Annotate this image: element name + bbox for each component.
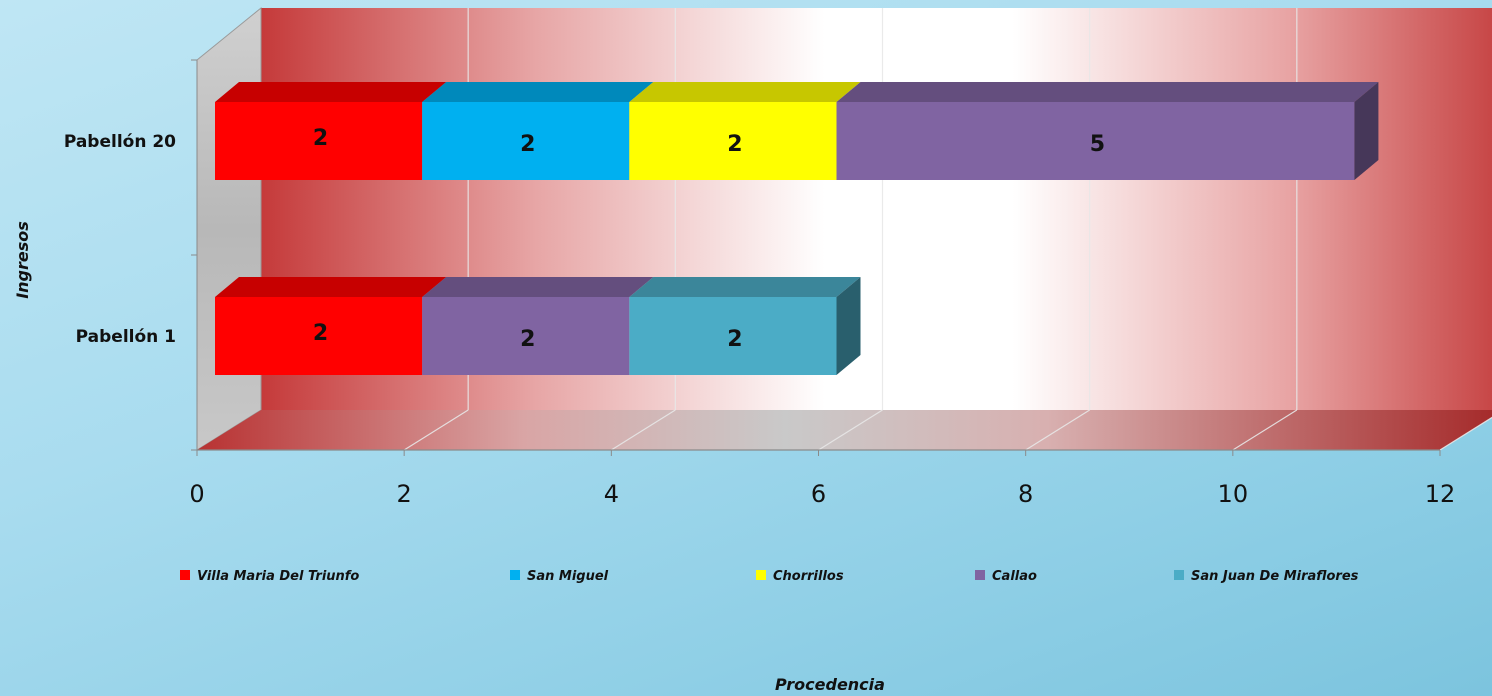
bar-top: [629, 82, 861, 102]
x-tick-label: 4: [604, 480, 619, 508]
bar-top: [215, 277, 447, 297]
legend-label: San Juan De Miraflores: [1191, 569, 1359, 584]
bar-segment: [215, 297, 423, 375]
legend-swatch: [180, 570, 190, 580]
bar-segment: [836, 102, 1355, 180]
bar-top: [836, 82, 1379, 102]
x-tick-label: 8: [1018, 480, 1033, 508]
legend-label: San Miguel: [527, 569, 609, 584]
bar-side: [1354, 82, 1379, 180]
category-label: Pabellón 20: [64, 132, 176, 152]
legend-item: Villa Maria Del Triunfo: [180, 569, 359, 584]
legend-item: Chorrillos: [756, 569, 844, 584]
plot-area: 0 2 4 6 8 10 12 Pabellón 1 Pabellón 20 2 2 2 2 2 2 5 Ing…: [13, 6, 1492, 694]
legend-item: Callao: [975, 569, 1037, 584]
floor: [197, 410, 1492, 450]
x-tick-label: 0: [189, 480, 204, 508]
legend-label: Chorrillos: [773, 569, 844, 584]
gridline-floor: [1232, 409, 1298, 451]
legend-swatch: [756, 570, 766, 580]
gridline-floor: [403, 409, 469, 451]
x-tick-label: 10: [1218, 480, 1249, 508]
bar-top: [629, 277, 861, 297]
legend-label: Villa Maria Del Triunfo: [197, 569, 359, 584]
data-label: 2: [727, 327, 742, 352]
legend-item: San Juan De Miraflores: [1174, 569, 1359, 584]
bar-side: [836, 277, 861, 375]
bar-segment: [215, 102, 423, 180]
legend-swatch: [1174, 570, 1184, 580]
x-tick-label: 12: [1425, 480, 1456, 508]
data-label: 2: [313, 321, 328, 346]
y-axis-title: Ingresos: [13, 221, 32, 299]
bar-top: [215, 82, 447, 102]
legend-item: San Miguel: [510, 569, 609, 584]
x-tick-label: 6: [811, 480, 826, 508]
legend-label: Callao: [992, 569, 1037, 584]
bar-top: [422, 82, 654, 102]
bar-segment: [629, 297, 837, 375]
legend-swatch: [975, 570, 985, 580]
bar-top: [422, 277, 654, 297]
gridline-floor: [1439, 416, 1492, 451]
bar-segment: [629, 102, 837, 180]
data-label: 2: [313, 126, 328, 151]
data-label: 2: [727, 132, 742, 157]
side-wall: [196, 6, 262, 451]
gridline-floor: [1025, 409, 1090, 451]
x-axis-title: Procedencia: [775, 675, 885, 694]
data-label: 2: [520, 132, 535, 157]
data-label: 2: [520, 327, 535, 352]
bar-segment: [422, 297, 630, 375]
legend-swatch: [510, 570, 520, 580]
gridline-floor: [818, 409, 883, 451]
bar-segment: [422, 102, 630, 180]
data-label: 5: [1090, 132, 1105, 157]
category-label: Pabellón 1: [76, 327, 176, 347]
x-tick-label: 2: [397, 480, 412, 508]
gridline-floor: [611, 409, 676, 451]
